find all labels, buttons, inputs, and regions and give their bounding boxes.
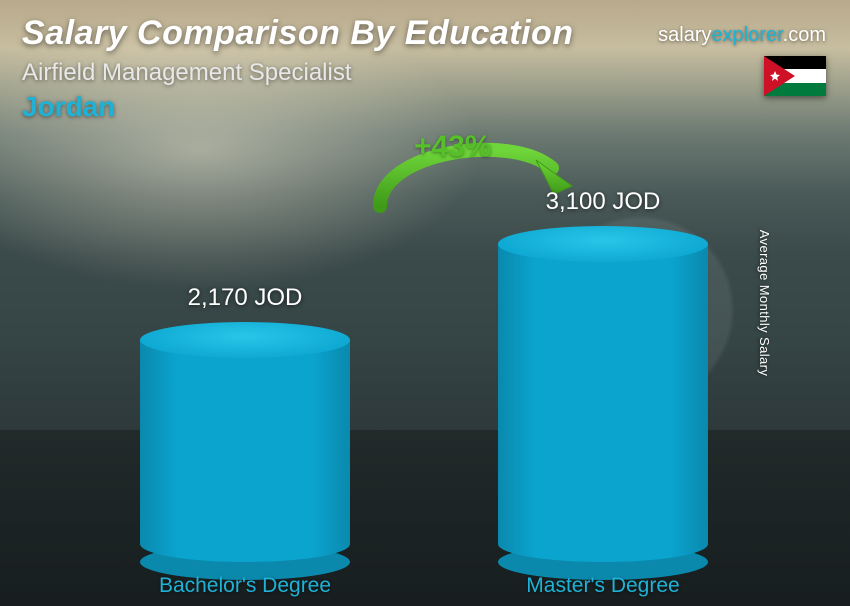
bar-top xyxy=(140,322,350,358)
brand-accent: explorer xyxy=(712,24,783,46)
country-flag-icon xyxy=(764,56,826,96)
brand-suffix: .com xyxy=(783,24,826,46)
bar-group: 3,100 JOD xyxy=(498,244,708,562)
bar-label: Master's Degree xyxy=(478,574,728,598)
brand-prefix: salary xyxy=(658,24,711,46)
bar-top xyxy=(498,226,708,262)
bar xyxy=(498,244,708,562)
brand-label: salaryexplorer.com xyxy=(658,24,826,47)
bar-label: Bachelor's Degree xyxy=(120,574,370,598)
flag-triangle xyxy=(764,56,795,96)
chart-subtitle: Airfield Management Specialist xyxy=(22,59,828,87)
bar xyxy=(140,340,350,562)
bar-value: 3,100 JOD xyxy=(498,188,708,216)
bar-body xyxy=(140,340,350,562)
bar-group: 2,170 JOD xyxy=(140,340,350,562)
bar-body xyxy=(498,244,708,562)
bar-value: 2,170 JOD xyxy=(140,284,350,312)
bar-chart: 2,170 JOD Bachelor's Degree 3,100 JOD Maste… xyxy=(0,136,850,606)
flag-triangle-icon xyxy=(764,56,826,96)
chart-country: Jordan xyxy=(22,91,828,123)
